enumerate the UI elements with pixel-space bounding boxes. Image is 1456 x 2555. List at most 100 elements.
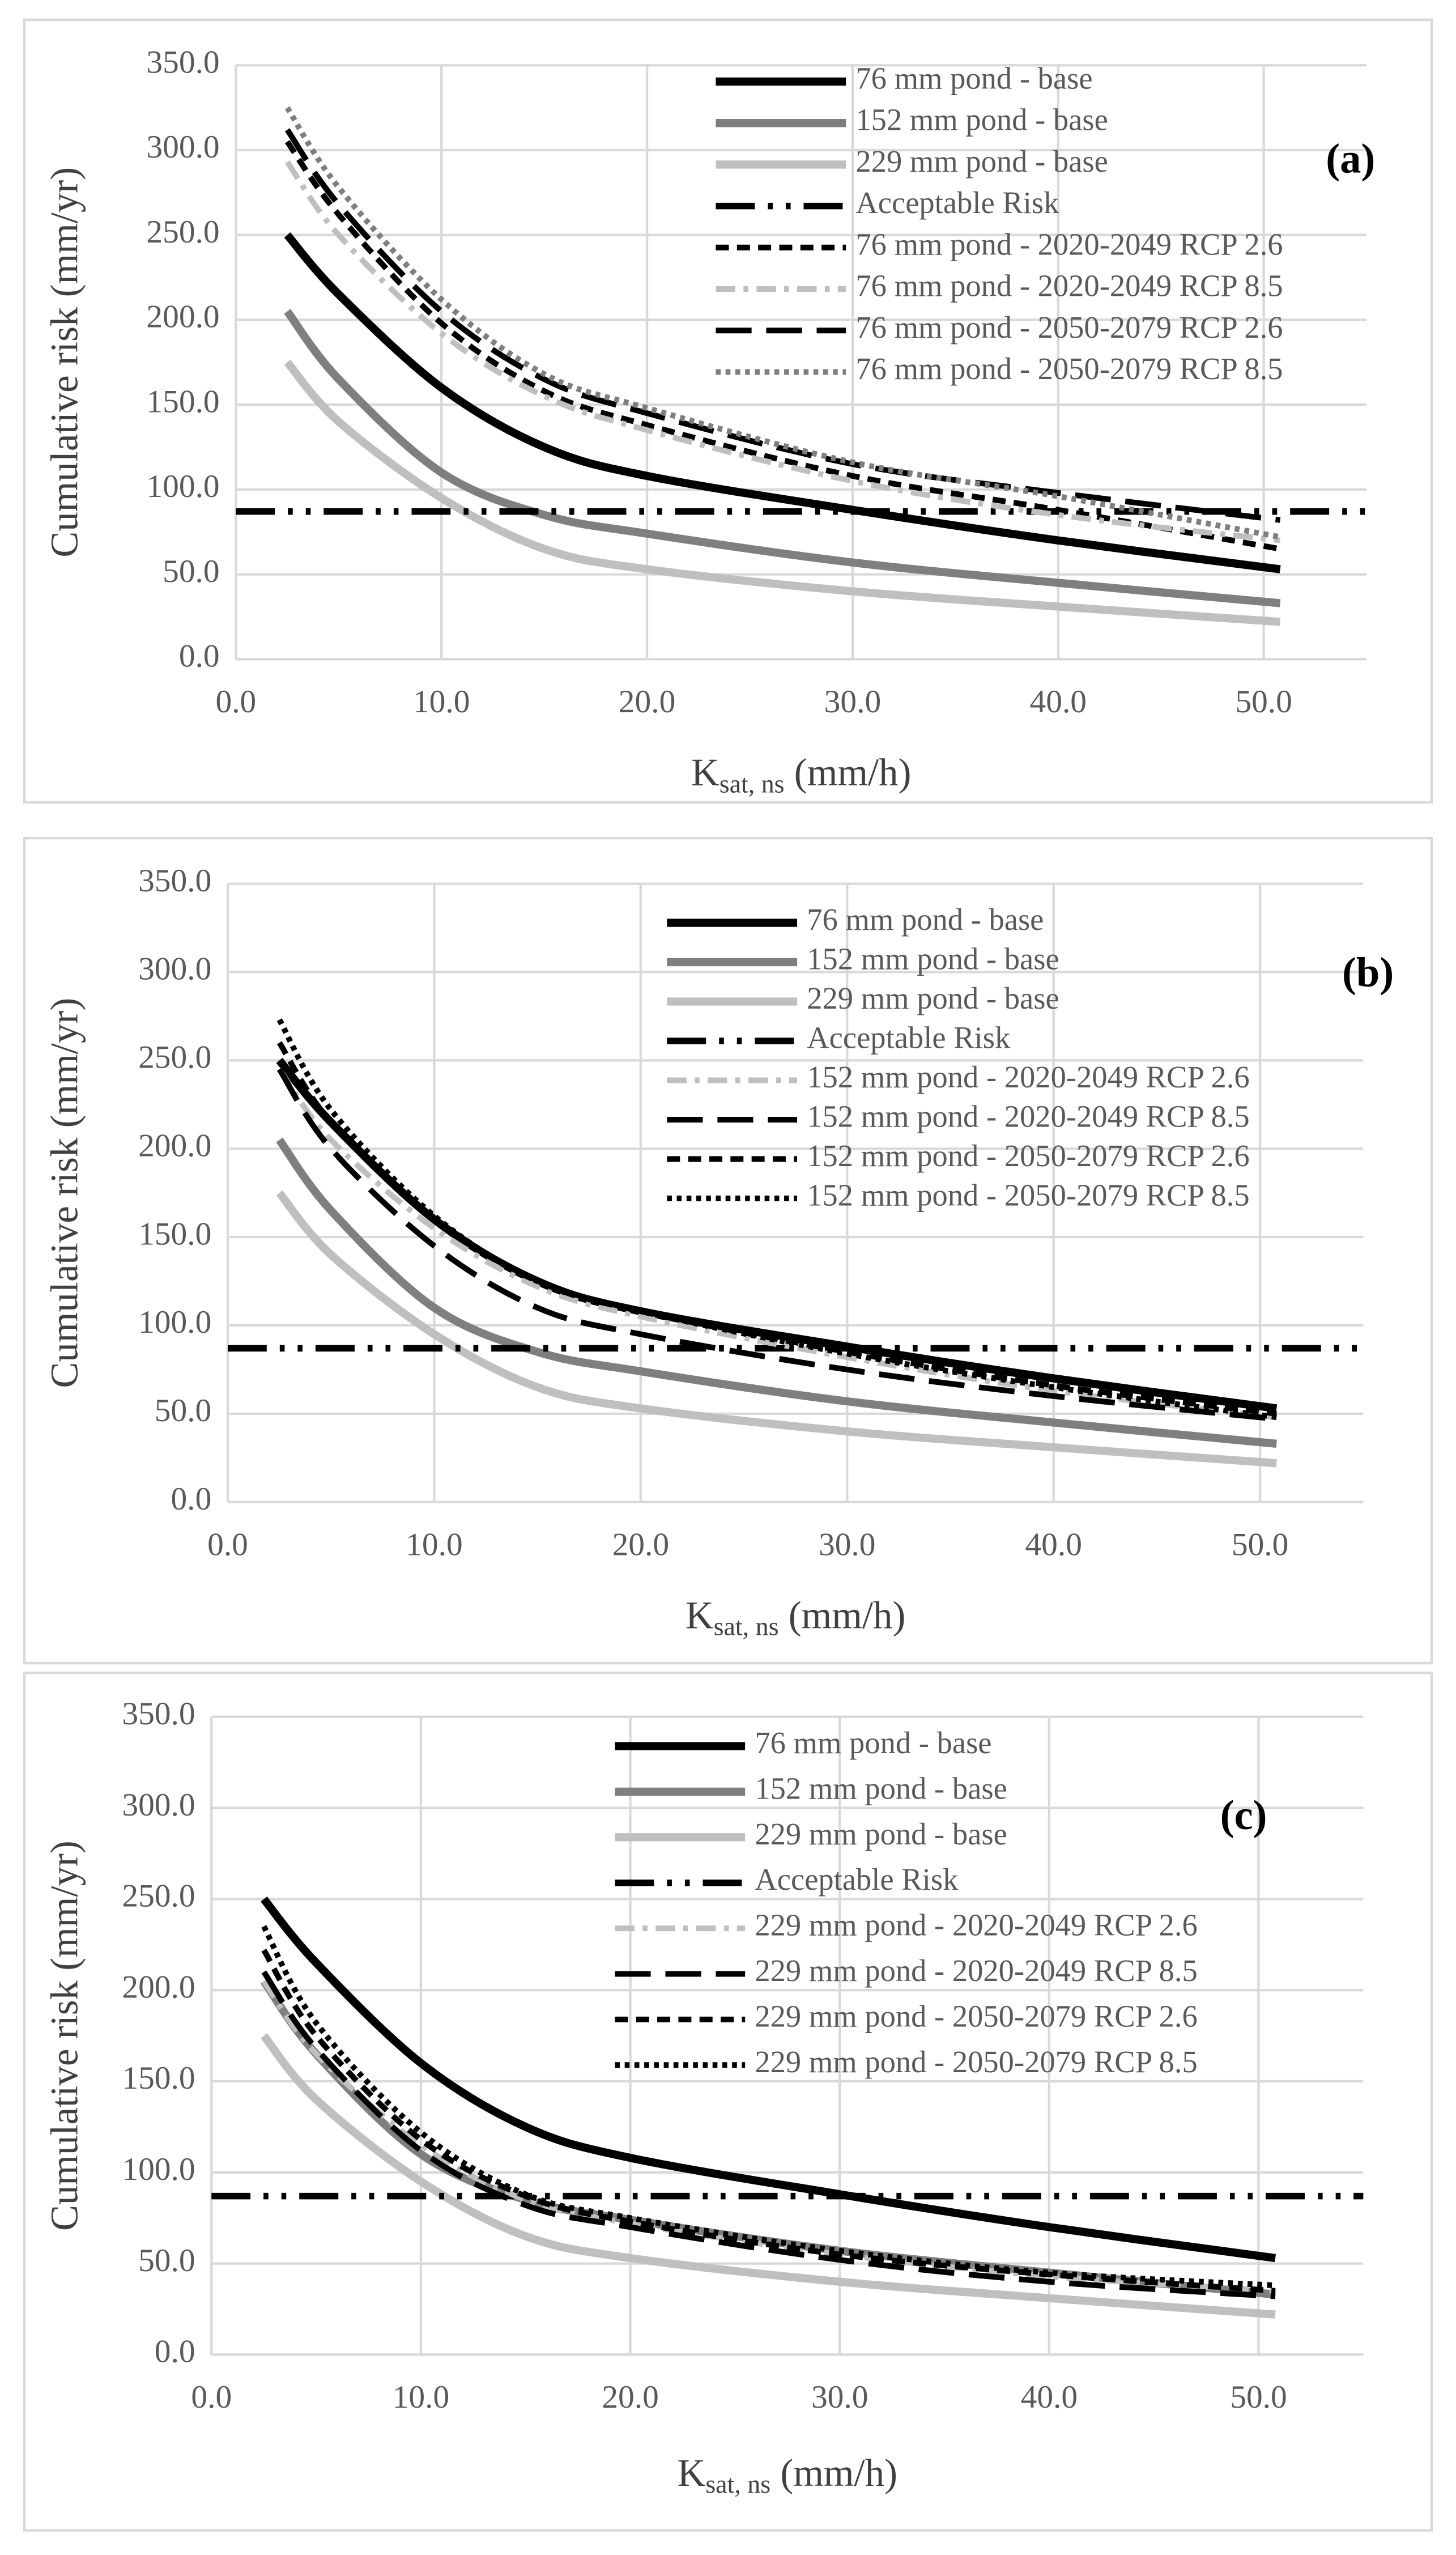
series-line [277, 1067, 1277, 1421]
x-axis-label-main: K [686, 1593, 714, 1636]
y-tick-label: 200.0 [146, 299, 219, 335]
legend-label: 152 mm pond - base [807, 942, 1059, 976]
x-tick-label: 50.0 [1232, 1527, 1289, 1562]
y-tick-label: 250.0 [146, 214, 219, 250]
y-tick-label: 300.0 [122, 1787, 195, 1823]
series-line [284, 232, 1281, 573]
legend-label: 229 mm pond - 2050-2079 RCP 2.6 [755, 1999, 1197, 2033]
panel-label: (b) [1342, 949, 1394, 996]
series-line [261, 1896, 1276, 2263]
y-tick-label: 100.0 [122, 2152, 195, 2187]
legend-label: 76 mm pond - base [755, 1725, 991, 1760]
y-tick-label: 350.0 [122, 1696, 195, 1732]
x-axis-label-main: K [691, 751, 720, 794]
x-axis-label-sub: sat, ns [705, 2469, 770, 2498]
y-tick-label: 0.0 [171, 1481, 212, 1517]
legend-label: 152 mm pond - base [855, 103, 1108, 137]
legend-label: Acceptable Risk [807, 1020, 1011, 1055]
y-tick-label: 250.0 [122, 1878, 195, 1914]
y-tick-label: 150.0 [138, 1216, 211, 1252]
y-tick-label: 0.0 [179, 639, 220, 674]
legend-label: 76 mm pond - 2050-2079 RCP 8.5 [855, 351, 1283, 386]
y-tick-label: 50.0 [138, 2243, 195, 2278]
legend-label: 229 mm pond - base [807, 981, 1059, 1015]
y-tick-label: 200.0 [138, 1128, 211, 1163]
legend-label: 152 mm pond - base [755, 1771, 1007, 1805]
series-line [284, 128, 1281, 523]
x-tick-label: 20.0 [612, 1527, 670, 1562]
y-axis-label: Cumulative risk (mm/yr) [42, 1840, 86, 2231]
y-tick-label: 300.0 [138, 951, 211, 987]
legend-label: 229 mm pond - 2020-2049 RCP 2.6 [755, 1908, 1197, 1942]
panel-label: (a) [1326, 135, 1375, 182]
x-axis-label: Ksat, ns (mm/h) [686, 1593, 906, 1640]
series-line [276, 1018, 1277, 1421]
legend-label: 152 mm pond - 2050-2079 RCP 8.5 [807, 1177, 1249, 1212]
x-tick-label: 40.0 [1030, 684, 1087, 720]
y-tick-label: 200.0 [122, 1969, 195, 2005]
y-tick-label: 250.0 [138, 1040, 211, 1075]
legend-label: 152 mm pond - 2020-2049 RCP 2.6 [807, 1060, 1249, 1094]
x-axis-label-rest: (mm/h) [770, 2451, 897, 2494]
series-line [261, 1970, 1276, 2299]
y-axis-label: Cumulative risk (mm/yr) [42, 167, 86, 558]
x-axis-label-sub: sat, ns [714, 1612, 779, 1640]
series-line [284, 359, 1281, 626]
panel-label: (c) [1220, 1792, 1267, 1839]
legend-label: 229 mm pond - base [755, 1817, 1007, 1851]
legend-label: Acceptable Risk [755, 1862, 959, 1897]
y-tick-label: 50.0 [155, 1393, 212, 1429]
y-tick-label: 350.0 [138, 863, 211, 899]
series-line [276, 1137, 1277, 1448]
series-line [276, 1068, 1277, 1422]
legend-label: 152 mm pond - 2050-2079 RCP 2.6 [807, 1138, 1249, 1173]
legend-label: 76 mm pond - base [855, 61, 1092, 95]
x-tick-label: 40.0 [1021, 2379, 1078, 2415]
legend-label: 76 mm pond - 2020-2049 RCP 2.6 [855, 227, 1283, 261]
series-line [284, 106, 1281, 540]
y-tick-label: 0.0 [155, 2334, 195, 2370]
legend-label: 76 mm pond - 2020-2049 RCP 8.5 [855, 269, 1283, 303]
x-axis-label-main: K [678, 2451, 706, 2494]
x-axis-label-rest: (mm/h) [779, 1593, 906, 1636]
x-tick-label: 50.0 [1235, 684, 1292, 720]
y-tick-label: 150.0 [146, 384, 219, 419]
x-tick-label: 30.0 [824, 684, 882, 720]
series-line [284, 309, 1281, 607]
y-tick-label: 100.0 [146, 469, 219, 504]
series-line [261, 1925, 1276, 2289]
x-tick-label: 50.0 [1230, 2379, 1287, 2415]
y-tick-label: 50.0 [163, 554, 220, 589]
x-tick-label: 0.0 [191, 2379, 232, 2415]
x-tick-label: 20.0 [602, 2379, 659, 2415]
x-axis-label: Ksat, ns (mm/h) [691, 751, 912, 798]
y-tick-label: 300.0 [146, 129, 219, 165]
legend-label: 152 mm pond - 2020-2049 RCP 8.5 [807, 1099, 1249, 1133]
legend-label: 76 mm pond - 2050-2079 RCP 2.6 [855, 310, 1283, 345]
x-tick-label: 10.0 [393, 2379, 450, 2415]
x-axis-label-rest: (mm/h) [785, 751, 912, 794]
x-tick-label: 30.0 [811, 2379, 869, 2415]
legend-label: 229 mm pond - 2050-2079 RCP 8.5 [755, 2044, 1197, 2079]
series-line [261, 2033, 1276, 2319]
panel-border [23, 1672, 1433, 2532]
x-tick-label: 40.0 [1025, 1527, 1082, 1562]
series-line [276, 1190, 1277, 1468]
panel-border [23, 837, 1433, 1665]
series-line [261, 1948, 1276, 2294]
x-axis-label: Ksat, ns (mm/h) [678, 2451, 898, 2498]
x-tick-label: 20.0 [619, 684, 675, 720]
chart-panel: 0.0 50.0 100.0 150.0 200.0 250.0 300.0 350.0 0.0… [23, 837, 1433, 1665]
x-tick-label: 10.0 [413, 684, 470, 720]
x-tick-label: 30.0 [819, 1527, 876, 1562]
legend-label: Acceptable Risk [855, 185, 1059, 220]
chart-panel: 0.0 50.0 100.0 150.0 200.0 250.0 300.0 350.0 0.0… [23, 18, 1433, 804]
series-line [284, 140, 1281, 552]
legend-label: 229 mm pond - 2020-2049 RCP 8.5 [755, 1953, 1197, 1988]
y-axis-label: Cumulative risk (mm/yr) [42, 998, 86, 1388]
y-tick-label: 150.0 [122, 2060, 195, 2096]
x-axis-label-sub: sat, ns [720, 769, 785, 798]
x-tick-label: 10.0 [406, 1527, 463, 1562]
